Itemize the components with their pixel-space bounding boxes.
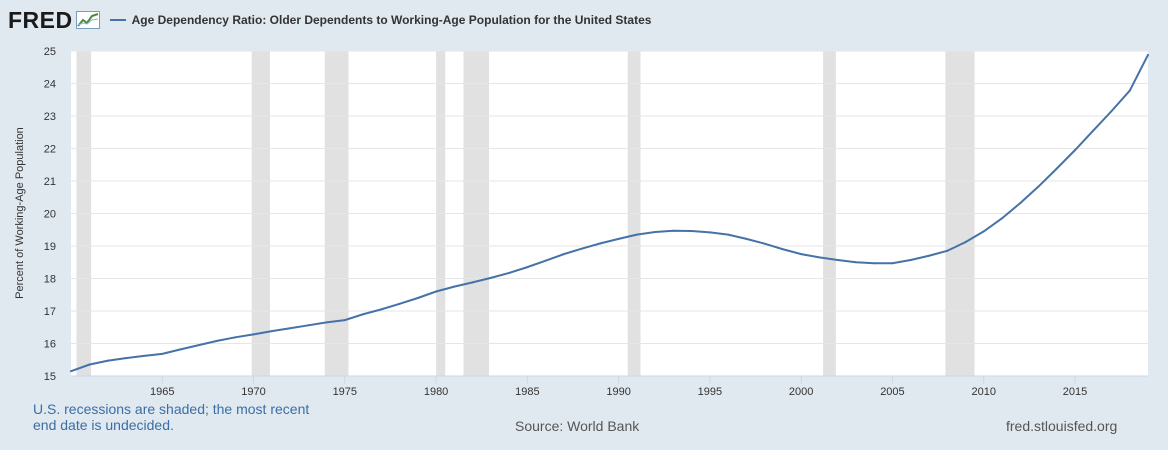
x-tick-label: 2015 (1063, 386, 1087, 398)
data-point[interactable] (197, 344, 200, 347)
series-points (70, 53, 1149, 373)
data-point[interactable] (1019, 202, 1022, 205)
x-tick-label: 1965 (150, 386, 174, 398)
x-tick-label: 1985 (515, 386, 539, 398)
y-axis-label: Percent of Working-Age Population (14, 127, 26, 299)
data-point[interactable] (1110, 110, 1113, 113)
legend-line-swatch (109, 19, 126, 21)
y-axis-ticks: 15 16 17 18 19 20 21 22 23 24 25 (44, 46, 56, 383)
y-tick-label: 21 (44, 176, 56, 188)
data-point[interactable] (745, 237, 748, 240)
y-tick-label: 20 (44, 209, 56, 221)
legend-series-label: Age Dependency Ratio: Older Dependents t… (131, 13, 652, 27)
x-tick-label: 2010 (971, 386, 995, 398)
data-point[interactable] (325, 321, 328, 324)
y-tick-label: 15 (44, 371, 56, 383)
data-point[interactable] (964, 241, 967, 244)
fred-logo[interactable]: FRED (8, 7, 100, 34)
data-point[interactable] (654, 231, 657, 234)
data-point[interactable] (1037, 185, 1040, 188)
data-point[interactable] (617, 237, 620, 240)
data-point[interactable] (1073, 149, 1076, 152)
data-point[interactable] (489, 276, 492, 279)
data-point[interactable] (362, 313, 365, 316)
data-point[interactable] (307, 324, 310, 327)
data-point[interactable] (88, 363, 91, 366)
data-point[interactable] (289, 327, 292, 330)
data-point[interactable] (873, 262, 876, 265)
data-point[interactable] (234, 336, 237, 339)
source-text: Source: World Bank (515, 418, 640, 434)
data-point[interactable] (690, 230, 693, 233)
fred-graph-icon (75, 11, 100, 29)
x-tick-label: 2005 (880, 386, 904, 398)
x-tick-label: 1995 (698, 386, 722, 398)
data-point[interactable] (179, 348, 182, 351)
y-tick-label: 24 (44, 79, 56, 91)
data-point[interactable] (635, 233, 638, 236)
data-point[interactable] (891, 262, 894, 265)
data-point[interactable] (727, 233, 730, 236)
chart-legend: Age Dependency Ratio: Older Dependents t… (109, 13, 652, 27)
x-tick-label: 2000 (789, 386, 813, 398)
data-point[interactable] (1000, 217, 1003, 220)
x-tick-label: 1975 (333, 386, 357, 398)
recession-note: U.S. recessions are shaded; the most rec… (33, 401, 310, 433)
data-point[interactable] (252, 333, 255, 336)
data-point[interactable] (1147, 53, 1149, 56)
data-point[interactable] (70, 370, 72, 373)
data-point[interactable] (398, 302, 401, 305)
data-point[interactable] (909, 258, 912, 261)
data-point[interactable] (946, 249, 949, 252)
data-point[interactable] (672, 229, 675, 232)
data-point[interactable] (1128, 89, 1131, 92)
data-point[interactable] (143, 354, 146, 357)
data-point[interactable] (380, 308, 383, 311)
data-point[interactable] (763, 242, 766, 245)
data-point[interactable] (599, 242, 602, 245)
fred-logo-text: FRED (8, 6, 73, 33)
x-axis-ticks: 1965 1970 1975 1980 1985 1990 1995 2000 2005 2010… (71, 375, 1148, 398)
gridlines (71, 50, 1148, 377)
data-point[interactable] (708, 231, 711, 234)
x-tick-label: 1970 (241, 386, 265, 398)
data-point[interactable] (270, 330, 273, 333)
data-point[interactable] (526, 266, 529, 269)
data-point[interactable] (800, 253, 803, 256)
series-line[interactable] (70, 54, 1149, 373)
data-point[interactable] (416, 297, 419, 299)
y-tick-label: 25 (44, 46, 56, 58)
data-point[interactable] (435, 290, 438, 293)
x-tick-label: 1980 (424, 386, 448, 398)
data-point[interactable] (982, 230, 985, 233)
data-point[interactable] (818, 256, 821, 259)
chart-header: FRED Age Dependency Ratio: Older Depende… (8, 6, 651, 34)
data-point[interactable] (471, 281, 474, 284)
data-point[interactable] (581, 247, 584, 250)
y-tick-label: 22 (44, 144, 56, 156)
data-point[interactable] (216, 339, 219, 342)
y-tick-label: 17 (44, 306, 56, 318)
y-tick-label: 16 (44, 339, 56, 351)
data-point[interactable] (562, 253, 565, 256)
data-point[interactable] (161, 352, 164, 355)
data-point[interactable] (781, 248, 784, 251)
data-point[interactable] (508, 271, 511, 274)
data-point[interactable] (343, 319, 346, 322)
data-point[interactable] (1092, 129, 1095, 132)
data-point[interactable] (124, 357, 127, 360)
data-point[interactable] (1055, 167, 1058, 170)
y-tick-label: 18 (44, 274, 56, 286)
data-point[interactable] (106, 359, 109, 362)
data-point[interactable] (544, 259, 547, 262)
y-tick-label: 19 (44, 241, 56, 253)
data-point[interactable] (927, 254, 930, 257)
data-point[interactable] (854, 261, 857, 264)
data-point[interactable] (836, 258, 839, 261)
site-link[interactable]: fred.stlouisfed.org (1006, 418, 1118, 434)
x-tick-label: 1990 (606, 386, 630, 398)
y-tick-label: 23 (44, 111, 56, 123)
data-point[interactable] (453, 285, 456, 288)
